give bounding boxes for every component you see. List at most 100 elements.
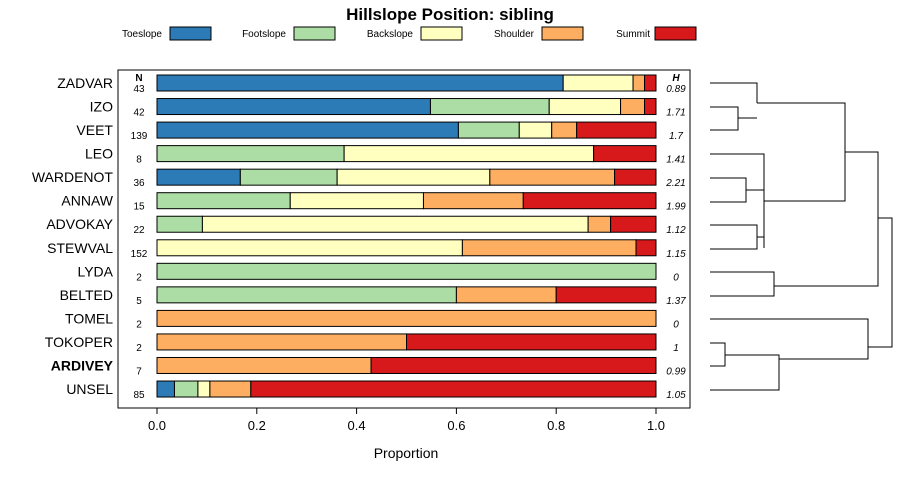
x-tick-label-2: 0.4 xyxy=(348,418,366,433)
bar-segment-annaw-shoulder xyxy=(422,192,524,210)
row-belted: BELTED 5 1.37 xyxy=(60,286,686,307)
legend-label-shoulder: Shoulder xyxy=(494,29,535,40)
h-column-header: H xyxy=(672,73,680,84)
h-value-tomel: 0 xyxy=(673,319,679,330)
n-value-advokay: 22 xyxy=(133,225,145,236)
bar-segment-advokay-shoulder xyxy=(587,215,612,233)
bar-segment-wardenot-shoulder xyxy=(489,168,616,186)
h-value-advokay: 1.12 xyxy=(666,225,686,236)
bar-segment-annaw-backslope xyxy=(289,192,424,210)
n-value-belted: 5 xyxy=(136,296,142,307)
bar-segment-veet-toeslope xyxy=(156,121,459,139)
row-stewval: STEWVAL 152 1.15 xyxy=(47,239,686,260)
row-label-veet: VEET xyxy=(76,122,113,138)
bar-segment-advokay-backslope xyxy=(201,215,589,233)
row-label-ardivey: ARDIVEY xyxy=(51,357,114,373)
bar-segment-unsel-footslope xyxy=(173,380,199,398)
n-value-unsel: 85 xyxy=(133,390,145,401)
dendrogram xyxy=(710,82,893,391)
bar-segment-unsel-toeslope xyxy=(156,380,175,398)
row-label-zadvar: ZADVAR xyxy=(57,75,113,91)
n-value-lyda: 2 xyxy=(136,272,142,283)
bar-segment-lyda-footslope xyxy=(156,262,657,280)
x-tick-label-1: 0.2 xyxy=(248,418,266,433)
x-tick-label-5: 1.0 xyxy=(647,418,665,433)
x-axis-title: Proportion xyxy=(374,445,439,461)
legend-swatch-summit xyxy=(654,26,697,41)
n-value-zadvar: 43 xyxy=(133,84,145,95)
bar-segment-stewval-backslope xyxy=(156,239,463,257)
row-label-tomel: TOMEL xyxy=(65,310,113,326)
row-label-belted: BELTED xyxy=(60,287,113,303)
legend-swatch-footslope xyxy=(293,26,336,41)
bar-segment-izo-toeslope xyxy=(156,98,431,116)
row-label-tokoper: TOKOPER xyxy=(45,334,113,350)
h-value-zadvar: 0.89 xyxy=(666,84,686,95)
bar-segment-ardivey-summit xyxy=(370,356,657,374)
legend-swatch-toeslope xyxy=(169,26,212,41)
bar-segment-wardenot-toeslope xyxy=(156,168,241,186)
h-value-ardivey: 0.99 xyxy=(666,366,686,377)
h-value-annaw: 1.99 xyxy=(666,202,686,213)
row-wardenot: WARDENOT 36 2.21 xyxy=(32,168,686,189)
dendrogram-branch-4 xyxy=(845,151,893,285)
row-label-izo: IZO xyxy=(90,99,113,115)
bar-segment-ardivey-shoulder xyxy=(156,356,372,374)
row-lyda: LYDA 2 0 xyxy=(77,262,679,283)
h-value-lyda: 0 xyxy=(673,272,679,283)
bar-segment-tokoper-summit xyxy=(406,333,657,351)
bar-segment-leo-summit xyxy=(593,145,657,163)
chart-title: Hillslope Position: sibling xyxy=(346,5,554,24)
bar-segment-veet-shoulder xyxy=(551,121,578,139)
plot-panel xyxy=(117,69,691,409)
row-label-wardenot: WARDENOT xyxy=(32,169,114,185)
bar-segment-annaw-summit xyxy=(522,192,657,210)
n-column-header: N xyxy=(135,73,142,84)
bar-segment-izo-backslope xyxy=(548,98,622,116)
h-value-tokoper: 1 xyxy=(673,343,679,354)
row-ardivey: ARDIVEY 7 0.99 xyxy=(51,356,686,377)
row-tokoper: TOKOPER 2 1 xyxy=(45,333,679,354)
bar-segment-belted-shoulder xyxy=(455,286,557,304)
legend-label-backslope: Backslope xyxy=(367,29,414,40)
bar-segment-unsel-summit xyxy=(250,380,657,398)
n-value-izo: 42 xyxy=(133,108,145,119)
bar-segment-annaw-footslope xyxy=(156,192,291,210)
bar-segment-izo-summit xyxy=(644,98,657,116)
bar-segment-belted-footslope xyxy=(156,286,457,304)
bar-segment-zadvar-summit xyxy=(644,74,657,92)
h-value-izo: 1.71 xyxy=(666,108,685,119)
bar-segment-stewval-summit xyxy=(635,239,657,257)
bar-segment-leo-footslope xyxy=(156,145,345,163)
row-label-annaw: ANNAW xyxy=(61,193,113,209)
bar-segment-veet-footslope xyxy=(457,121,520,139)
row-leo: LEO 8 1.41 xyxy=(85,145,686,166)
h-value-belted: 1.37 xyxy=(666,296,686,307)
row-veet: VEET 139 1.7 xyxy=(76,121,683,142)
bar-segment-izo-shoulder xyxy=(620,98,646,116)
row-label-advokay: ADVOKAY xyxy=(46,216,113,232)
bar-segment-leo-backslope xyxy=(343,145,595,163)
bar-segment-zadvar-toeslope xyxy=(156,74,564,92)
bar-segment-unsel-backslope xyxy=(197,380,211,398)
bar-segment-tomel-shoulder xyxy=(156,309,657,327)
row-advokay: ADVOKAY 22 1.12 xyxy=(46,215,686,236)
n-value-leo: 8 xyxy=(136,155,142,166)
row-label-leo: LEO xyxy=(85,146,113,162)
row-unsel: UNSEL 85 1.05 xyxy=(66,380,686,401)
row-tomel: TOMEL 2 0 xyxy=(65,309,679,330)
n-value-ardivey: 7 xyxy=(136,366,142,377)
bar-segment-zadvar-backslope xyxy=(562,74,634,92)
bar-segment-izo-footslope xyxy=(429,98,550,116)
bar-segment-wardenot-footslope xyxy=(239,168,338,186)
row-zadvar: ZADVAR 43 0.89 xyxy=(57,74,686,95)
bar-segment-wardenot-backslope xyxy=(336,168,491,186)
x-tick-label-0: 0.0 xyxy=(148,418,166,433)
legend-label-summit: Summit xyxy=(616,29,650,40)
bar-segment-zadvar-shoulder xyxy=(632,74,646,92)
legend: Toeslope Footslope Backslope Shoulder Summit xyxy=(122,26,697,41)
dendrogram-branch-2 xyxy=(710,271,879,297)
x-axis: 0.0 0.2 0.4 0.6 0.8 1.0 xyxy=(148,408,665,433)
row-label-stewval: STEWVAL xyxy=(47,240,113,256)
bar-segment-veet-backslope xyxy=(518,121,553,139)
